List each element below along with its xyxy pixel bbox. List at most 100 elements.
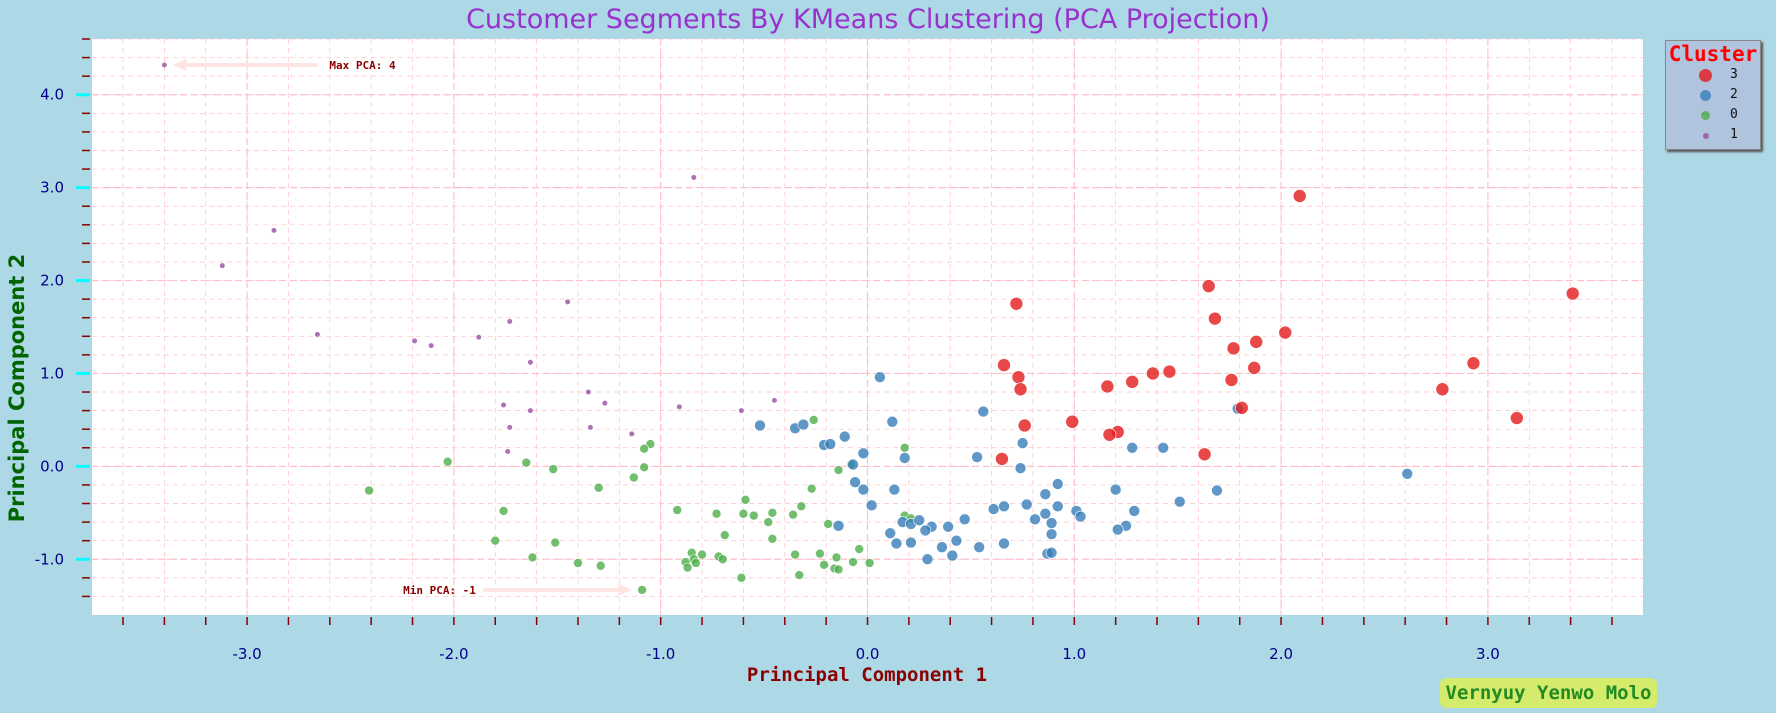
data-point-cluster-3 — [1226, 341, 1241, 356]
data-point-cluster-2 — [1029, 513, 1041, 526]
legend-label-0: 0 — [1730, 107, 1738, 122]
data-point-cluster-2 — [1211, 484, 1223, 497]
data-point-cluster-0 — [806, 483, 817, 494]
data-point-cluster-1 — [411, 337, 418, 345]
max-annotation-text: Max PCA: 4 — [329, 59, 396, 72]
data-point-cluster-1 — [601, 400, 608, 407]
y-tick-label: 3.0 — [40, 179, 64, 197]
data-point-cluster-1 — [564, 298, 571, 306]
legend-item-2: 2 — [1666, 86, 1760, 106]
data-point-cluster-3 — [1565, 286, 1580, 301]
data-point-cluster-3 — [1162, 364, 1177, 379]
data-point-cluster-2 — [998, 500, 1010, 513]
annotations: Max PCA: 4 Min PCA: -1 — [172, 59, 633, 597]
data-point-cluster-0 — [790, 549, 800, 560]
data-point-cluster-0 — [796, 501, 807, 512]
data-point-cluster-0 — [899, 442, 910, 453]
y-tick-label: 0.0 — [40, 457, 64, 475]
data-point-cluster-2 — [936, 541, 948, 553]
y-tick-label: 4.0 — [40, 86, 64, 104]
data-point-cluster-2 — [874, 371, 886, 383]
data-point-cluster-0 — [823, 519, 834, 529]
data-point-cluster-0 — [808, 415, 819, 425]
y-tick-label: -1.0 — [35, 550, 64, 568]
data-point-cluster-2 — [998, 537, 1010, 550]
data-point-cluster-0 — [788, 509, 798, 520]
data-point-cluster-3 — [995, 452, 1009, 466]
legend-item-1: 1 — [1666, 126, 1760, 146]
data-point-cluster-0 — [573, 558, 583, 568]
data-point-cluster-2 — [905, 536, 917, 549]
data-point-cluster-0 — [498, 506, 509, 516]
legend-marker-1 — [1703, 133, 1709, 139]
grid — [92, 38, 1643, 615]
data-point-cluster-0 — [682, 562, 693, 573]
data-point-cluster-0 — [854, 544, 865, 554]
data-point-cluster-3 — [1011, 370, 1026, 384]
data-point-cluster-1 — [676, 403, 683, 410]
data-point-cluster-0 — [767, 534, 778, 544]
data-point-cluster-0 — [738, 508, 749, 519]
data-point-cluster-1 — [690, 174, 697, 181]
data-point-cluster-0 — [763, 517, 774, 527]
data-point-cluster-0 — [364, 485, 374, 496]
legend-marker-0 — [1701, 111, 1710, 120]
data-point-cluster-0 — [833, 465, 844, 475]
x-tick-label: 1.0 — [1062, 645, 1086, 663]
data-point-cluster-2 — [838, 430, 851, 443]
x-tick-label: 3.0 — [1476, 645, 1500, 663]
data-point-cluster-2 — [1111, 523, 1124, 536]
data-point-cluster-2 — [1051, 478, 1064, 490]
data-point-cluster-0 — [521, 457, 532, 468]
data-point-cluster-2 — [857, 447, 870, 460]
data-point-cluster-3 — [1224, 373, 1239, 387]
data-point-cluster-1 — [270, 227, 278, 234]
max-annotation-arrowhead — [172, 59, 187, 72]
data-point-cluster-1 — [219, 262, 226, 269]
data-point-cluster-3 — [1197, 447, 1212, 462]
data-point-cluster-3 — [1125, 375, 1140, 389]
data-point-cluster-0 — [767, 508, 778, 518]
data-point-cluster-0 — [833, 564, 844, 575]
data-point-cluster-2 — [857, 483, 870, 496]
data-point-cluster-1 — [628, 430, 635, 437]
data-point-cluster-2 — [890, 537, 903, 550]
data-point-cluster-0 — [691, 558, 701, 568]
data-point-cluster-2 — [913, 514, 926, 527]
x-tick-label: -3.0 — [232, 645, 261, 663]
data-point-cluster-3 — [1065, 414, 1080, 429]
data-point-cluster-0 — [720, 530, 730, 540]
data-point-cluster-3 — [1466, 356, 1481, 371]
data-point-cluster-1 — [428, 342, 435, 349]
data-point-cluster-2 — [921, 553, 934, 566]
data-point-cluster-2 — [832, 520, 845, 532]
data-point-cluster-0 — [736, 573, 747, 583]
data-point-cluster-0 — [748, 510, 759, 521]
legend-marker-2 — [1700, 90, 1711, 101]
legend-item-0: 0 — [1666, 106, 1760, 126]
data-point-cluster-0 — [831, 552, 842, 563]
data-point-cluster-2 — [1045, 546, 1058, 559]
data-point-cluster-2 — [849, 476, 861, 488]
data-point-cluster-3 — [1146, 366, 1160, 381]
data-point-cluster-0 — [639, 443, 649, 454]
data-point-cluster-0 — [548, 464, 558, 474]
data-point-cluster-2 — [1109, 483, 1122, 496]
legend-label-1: 1 — [1730, 127, 1738, 142]
x-tick-label: 2.0 — [1269, 645, 1293, 663]
data-point-cluster-2 — [1039, 507, 1052, 520]
data-point-cluster-0 — [717, 554, 728, 565]
data-point-cluster-2 — [824, 438, 837, 450]
data-point-cluster-0 — [490, 535, 501, 546]
data-point-cluster-2 — [919, 524, 932, 537]
data-point-cluster-3 — [1249, 335, 1264, 349]
data-point-cluster-2 — [973, 541, 985, 553]
data-point-cluster-1 — [475, 334, 482, 341]
data-point-cluster-1 — [506, 318, 513, 325]
data-point-cluster-2 — [971, 451, 983, 463]
min-annotation-text: Min PCA: -1 — [403, 584, 476, 597]
data-point-cluster-0 — [595, 560, 606, 571]
data-point-cluster-2 — [1074, 510, 1087, 523]
data-point-cluster-3 — [1009, 296, 1024, 311]
